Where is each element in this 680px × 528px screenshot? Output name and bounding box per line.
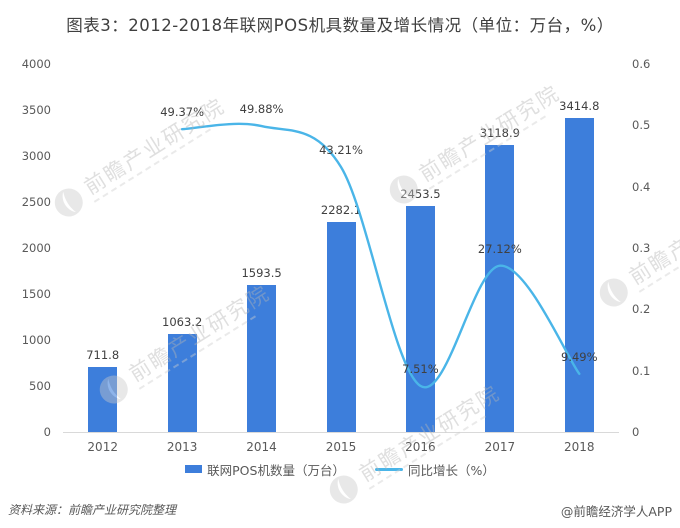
line-value-label-2017: 27.12% [477,241,522,256]
left-axis-tick: 0 [43,425,51,439]
x-axis-label-2012: 2012 [87,440,118,454]
legend-line-marker-icon [374,467,403,471]
x-axis-label-2013: 2013 [166,440,198,454]
left-axis-tick: 3000 [21,149,51,163]
left-axis-tick: 3500 [21,103,51,117]
line-value-label-2013: 49.37% [160,105,205,120]
left-axis-tick: 4000 [21,57,51,71]
left-axis-tick: 1500 [21,287,51,301]
bar-2016 [405,206,435,432]
legend-item-growth: 同比增长（%） [374,460,495,479]
source-note: 资料来源：前瞻产业研究院整理 [8,503,177,517]
line-value-label-2015: 43.21% [319,142,363,157]
right-axis-tick: 0.5 [632,118,651,133]
line-value-label-2018: 9.49% [561,349,598,364]
chart-plot-area: 0 500 1000 1500 2000 2500 3000 3500 4000 0 0.1 0.2 0… [21,57,651,454]
bar-value-label-2015: 2282.1 [320,203,362,218]
right-axis-tick: 0 [632,425,640,439]
legend-label-pos-count: 联网POS机数量（万台） [207,462,345,478]
x-axis-label-2017: 2017 [484,440,516,454]
line-value-label-2016: 7.51% [402,361,439,376]
bar-value-label-2014: 1593.5 [241,266,282,281]
legend-label-growth: 同比增长（%） [407,462,495,478]
right-axis-tick: 0.4 [632,179,651,194]
bar-2015 [326,222,356,432]
bar-value-label-2012: 711.8 [86,347,120,362]
credit-note: @前瞻经济学人APP [560,504,672,519]
right-axis-tick: 0.3 [632,241,651,255]
x-axis-line [63,432,619,433]
bar-value-label-2018: 3414.8 [559,98,600,113]
chart-legend: 联网POS机数量（万台） 同比增长（%） [0,460,680,479]
legend-item-pos-count: 联网POS机数量（万台） [185,460,345,479]
legend-bar-marker-icon [185,465,203,473]
chart-title: 图表3：2012-2018年联网POS机具数量及增长情况（单位：万台，%） [66,16,614,35]
left-axis-tick: 2500 [21,195,51,209]
right-axis-tick: 0.1 [632,363,651,378]
bar-value-label-2016: 2453.5 [400,187,441,202]
x-axis-label-2014: 2014 [246,440,277,454]
left-axis-tick: 2000 [21,241,51,255]
x-axis-label-2018: 2018 [564,440,595,454]
bar-value-label-2013: 1063.2 [162,315,203,330]
bar-value-label-2017: 3118.9 [479,126,520,141]
right-axis-tick: 0.6 [632,57,651,71]
line-value-label-2014: 49.88% [239,102,284,117]
left-axis-tick: 1000 [21,333,51,347]
bar-2012 [88,366,118,432]
right-axis-tick: 0.2 [632,302,651,317]
x-axis-label-2015: 2015 [325,440,357,454]
bar-2013 [167,334,197,432]
bar-2014 [247,285,277,432]
left-axis-tick: 500 [29,379,51,393]
bar-2017 [485,145,515,432]
x-axis-label-2016: 2016 [405,440,436,454]
bar-2018 [564,117,594,432]
